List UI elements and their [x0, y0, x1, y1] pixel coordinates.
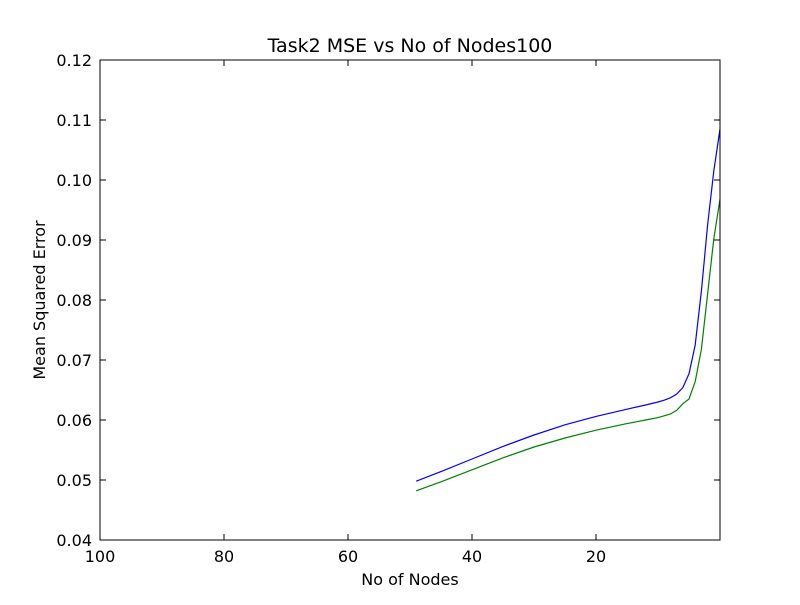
x-tick-label: 60 [338, 547, 358, 566]
series-line-2 [415, 199, 721, 492]
y-tick-label: 0.05 [56, 471, 92, 490]
y-tick-label: 0.12 [56, 51, 92, 70]
y-tick-label: 0.10 [56, 171, 92, 190]
ticks-layer: 100 80 60 40 20 0.04 0.05 0.06 0.07 0.08 0.09 0.10 0… [56, 51, 720, 566]
x-tick-label: 100 [85, 547, 116, 566]
chart-title: Task2 MSE vs No of Nodes100 [267, 35, 553, 57]
y-tick-label: 0.09 [56, 231, 92, 250]
y-tick-label: 0.06 [56, 411, 92, 430]
x-tick-label: 20 [586, 547, 606, 566]
y-tick-label: 0.07 [56, 351, 92, 370]
y-tick-label: 0.11 [56, 111, 92, 130]
y-tick-label: 0.08 [56, 291, 92, 310]
x-tick-label: 80 [214, 547, 234, 566]
x-tick-label: 40 [462, 547, 482, 566]
series-line-1 [415, 128, 721, 482]
x-axis-label: No of Nodes [361, 570, 458, 589]
y-axis-label: Mean Squared Error [30, 220, 49, 380]
y-tick-label: 0.04 [56, 531, 92, 550]
series-layer [415, 128, 721, 492]
